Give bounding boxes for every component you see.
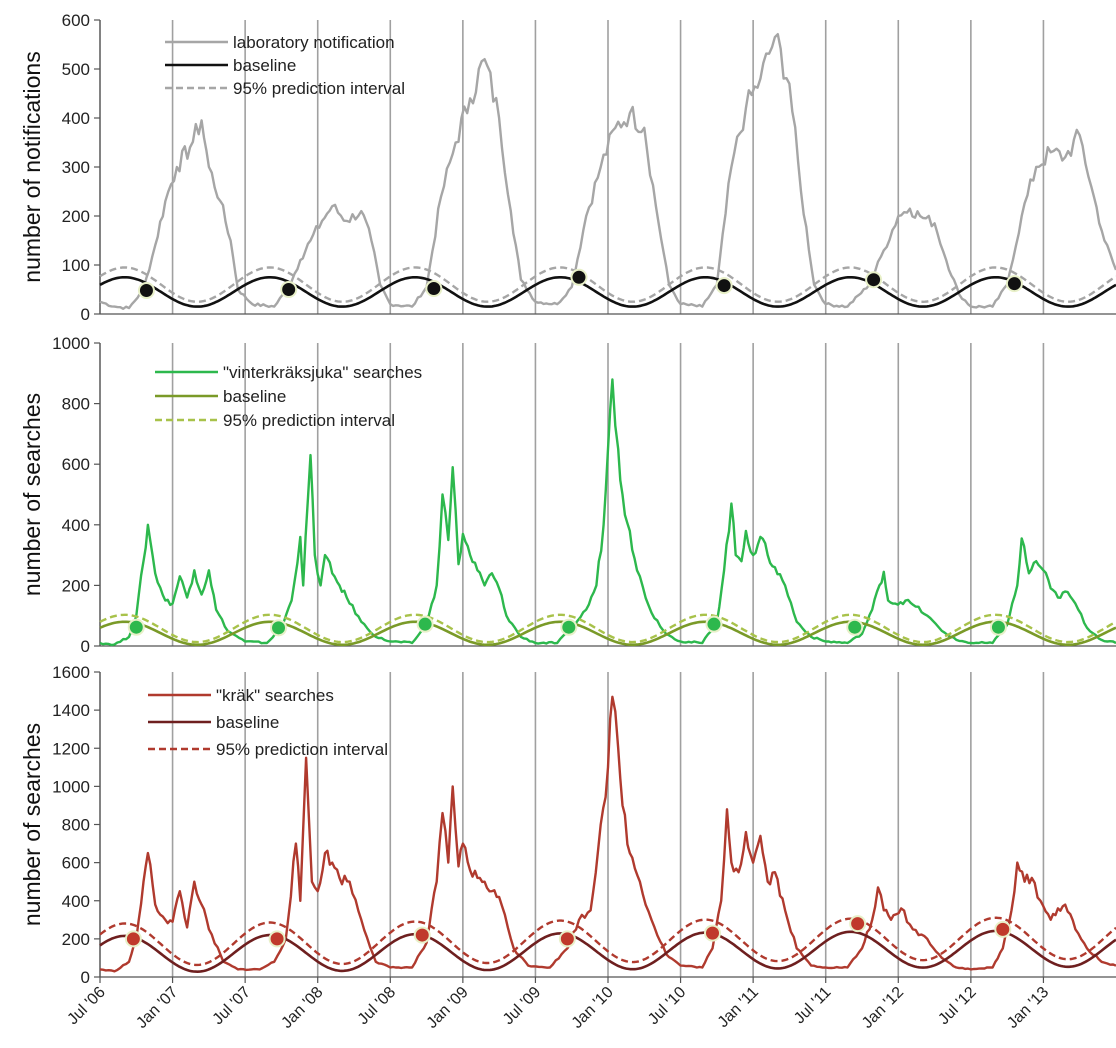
alert-marker bbox=[280, 281, 298, 298]
alert-marker bbox=[137, 281, 155, 299]
panels-root: 0 100 200 300 400 500 600 number of notificatio… bbox=[19, 11, 1116, 987]
alert-marker bbox=[1005, 275, 1023, 293]
y-tick-label: 1400 bbox=[52, 701, 90, 720]
legend-observed-label: laboratory notification bbox=[233, 33, 395, 52]
x-tick-label: Jul '07 bbox=[210, 984, 254, 1028]
x-tick-label: Jan '12 bbox=[859, 984, 907, 1032]
alert-marker bbox=[270, 619, 288, 637]
x-tick-label: Jan '08 bbox=[278, 984, 326, 1032]
y-tick-label: 300 bbox=[62, 158, 90, 177]
alert-marker bbox=[715, 277, 733, 295]
alert-marker bbox=[849, 915, 867, 933]
prediction-interval-line bbox=[99, 916, 1116, 967]
alert-marker bbox=[705, 615, 723, 633]
legend-interval-label: 95% prediction interval bbox=[223, 411, 395, 430]
alert-marker bbox=[416, 615, 434, 633]
legend-baseline-label: baseline bbox=[216, 713, 279, 732]
x-tick-label: Jul '06 bbox=[64, 984, 108, 1028]
y-tick-label: 200 bbox=[62, 930, 90, 949]
y-tick-label: 0 bbox=[81, 637, 90, 656]
alert-marker bbox=[268, 930, 286, 948]
y-tick-label: 600 bbox=[62, 11, 90, 30]
legend-interval-label: 95% prediction interval bbox=[233, 79, 405, 98]
alert-marker bbox=[994, 920, 1012, 938]
x-tick-label: Jan '13 bbox=[1004, 984, 1052, 1032]
alert-marker bbox=[989, 618, 1007, 636]
y-axis-title: number of notifications bbox=[19, 51, 45, 282]
y-tick-label: 1600 bbox=[52, 663, 90, 682]
baseline-line bbox=[99, 620, 1116, 647]
x-tick-label: Jan '11 bbox=[715, 984, 762, 1031]
y-tick-label: 0 bbox=[81, 968, 90, 987]
y-tick-label: 600 bbox=[62, 455, 90, 474]
alert-marker bbox=[413, 926, 431, 944]
y-axis-title: number of searches bbox=[19, 393, 45, 596]
y-tick-label: 400 bbox=[62, 516, 90, 535]
baseline-line bbox=[99, 276, 1116, 308]
legend: "vinterkräksjuka" searches baseline 95% pr… bbox=[155, 363, 422, 430]
y-tick-label: 400 bbox=[62, 892, 90, 911]
x-tick-label: Jan '10 bbox=[569, 984, 617, 1032]
legend-interval-label: 95% prediction interval bbox=[216, 740, 388, 759]
y-tick-label: 800 bbox=[62, 816, 90, 835]
panel-3: 0 200 400 600 800 1000 1200 1400 1600 number of s… bbox=[19, 663, 1116, 987]
alert-marker bbox=[570, 268, 588, 286]
x-tick-label: Jul '09 bbox=[500, 984, 544, 1028]
alert-marker bbox=[124, 930, 142, 948]
x-tick-label: Jul '12 bbox=[935, 984, 979, 1028]
prediction-interval-line bbox=[99, 613, 1116, 644]
y-tick-label: 800 bbox=[62, 395, 90, 414]
x-tick-label: Jan '09 bbox=[424, 984, 472, 1032]
alert-marker bbox=[846, 618, 864, 636]
x-axis: Jul '06 Jan '07 Jul '07 Jan '08 Jul '08 Jan '… bbox=[64, 977, 1052, 1032]
x-tick-label: Jul '08 bbox=[355, 984, 399, 1028]
legend: "kräk" searches baseline 95% prediction in… bbox=[148, 686, 388, 759]
y-tick-label: 400 bbox=[62, 109, 90, 128]
alert-marker bbox=[704, 924, 722, 942]
x-tick-label: Jan '07 bbox=[133, 984, 181, 1032]
y-tick-label: 0 bbox=[81, 305, 90, 324]
y-tick-label: 600 bbox=[62, 854, 90, 873]
y-axis-title: number of searches bbox=[19, 723, 45, 926]
y-tick-label: 1000 bbox=[52, 334, 90, 353]
panel-1: 0 100 200 300 400 500 600 number of notificatio… bbox=[19, 11, 1116, 324]
alert-marker bbox=[127, 618, 145, 636]
prediction-interval-line bbox=[99, 266, 1116, 304]
legend-observed-label: "vinterkräksjuka" searches bbox=[223, 363, 422, 382]
baseline-line bbox=[99, 929, 1116, 974]
legend-baseline-label: baseline bbox=[223, 387, 286, 406]
panel-2: 0 200 400 600 800 1000 number of searches "vint… bbox=[19, 334, 1116, 656]
observed-series-line bbox=[99, 378, 1116, 647]
alert-marker bbox=[425, 280, 443, 298]
x-tick-label: Jul '11 bbox=[791, 984, 835, 1028]
y-tick-label: 200 bbox=[62, 576, 90, 595]
alert-marker bbox=[865, 271, 883, 289]
x-tick-label: Jul '10 bbox=[645, 984, 689, 1028]
alert-marker bbox=[558, 930, 576, 948]
legend-observed-label: "kräk" searches bbox=[216, 686, 334, 705]
alert-marker bbox=[560, 618, 578, 636]
legend-baseline-label: baseline bbox=[233, 56, 296, 75]
y-tick-label: 1000 bbox=[52, 777, 90, 796]
y-tick-label: 100 bbox=[62, 256, 90, 275]
y-tick-label: 500 bbox=[62, 60, 90, 79]
y-tick-label: 1200 bbox=[52, 739, 90, 758]
y-tick-label: 200 bbox=[62, 207, 90, 226]
observed-series-line bbox=[99, 33, 1116, 310]
legend: laboratory notification baseline 95% predi… bbox=[165, 33, 405, 98]
